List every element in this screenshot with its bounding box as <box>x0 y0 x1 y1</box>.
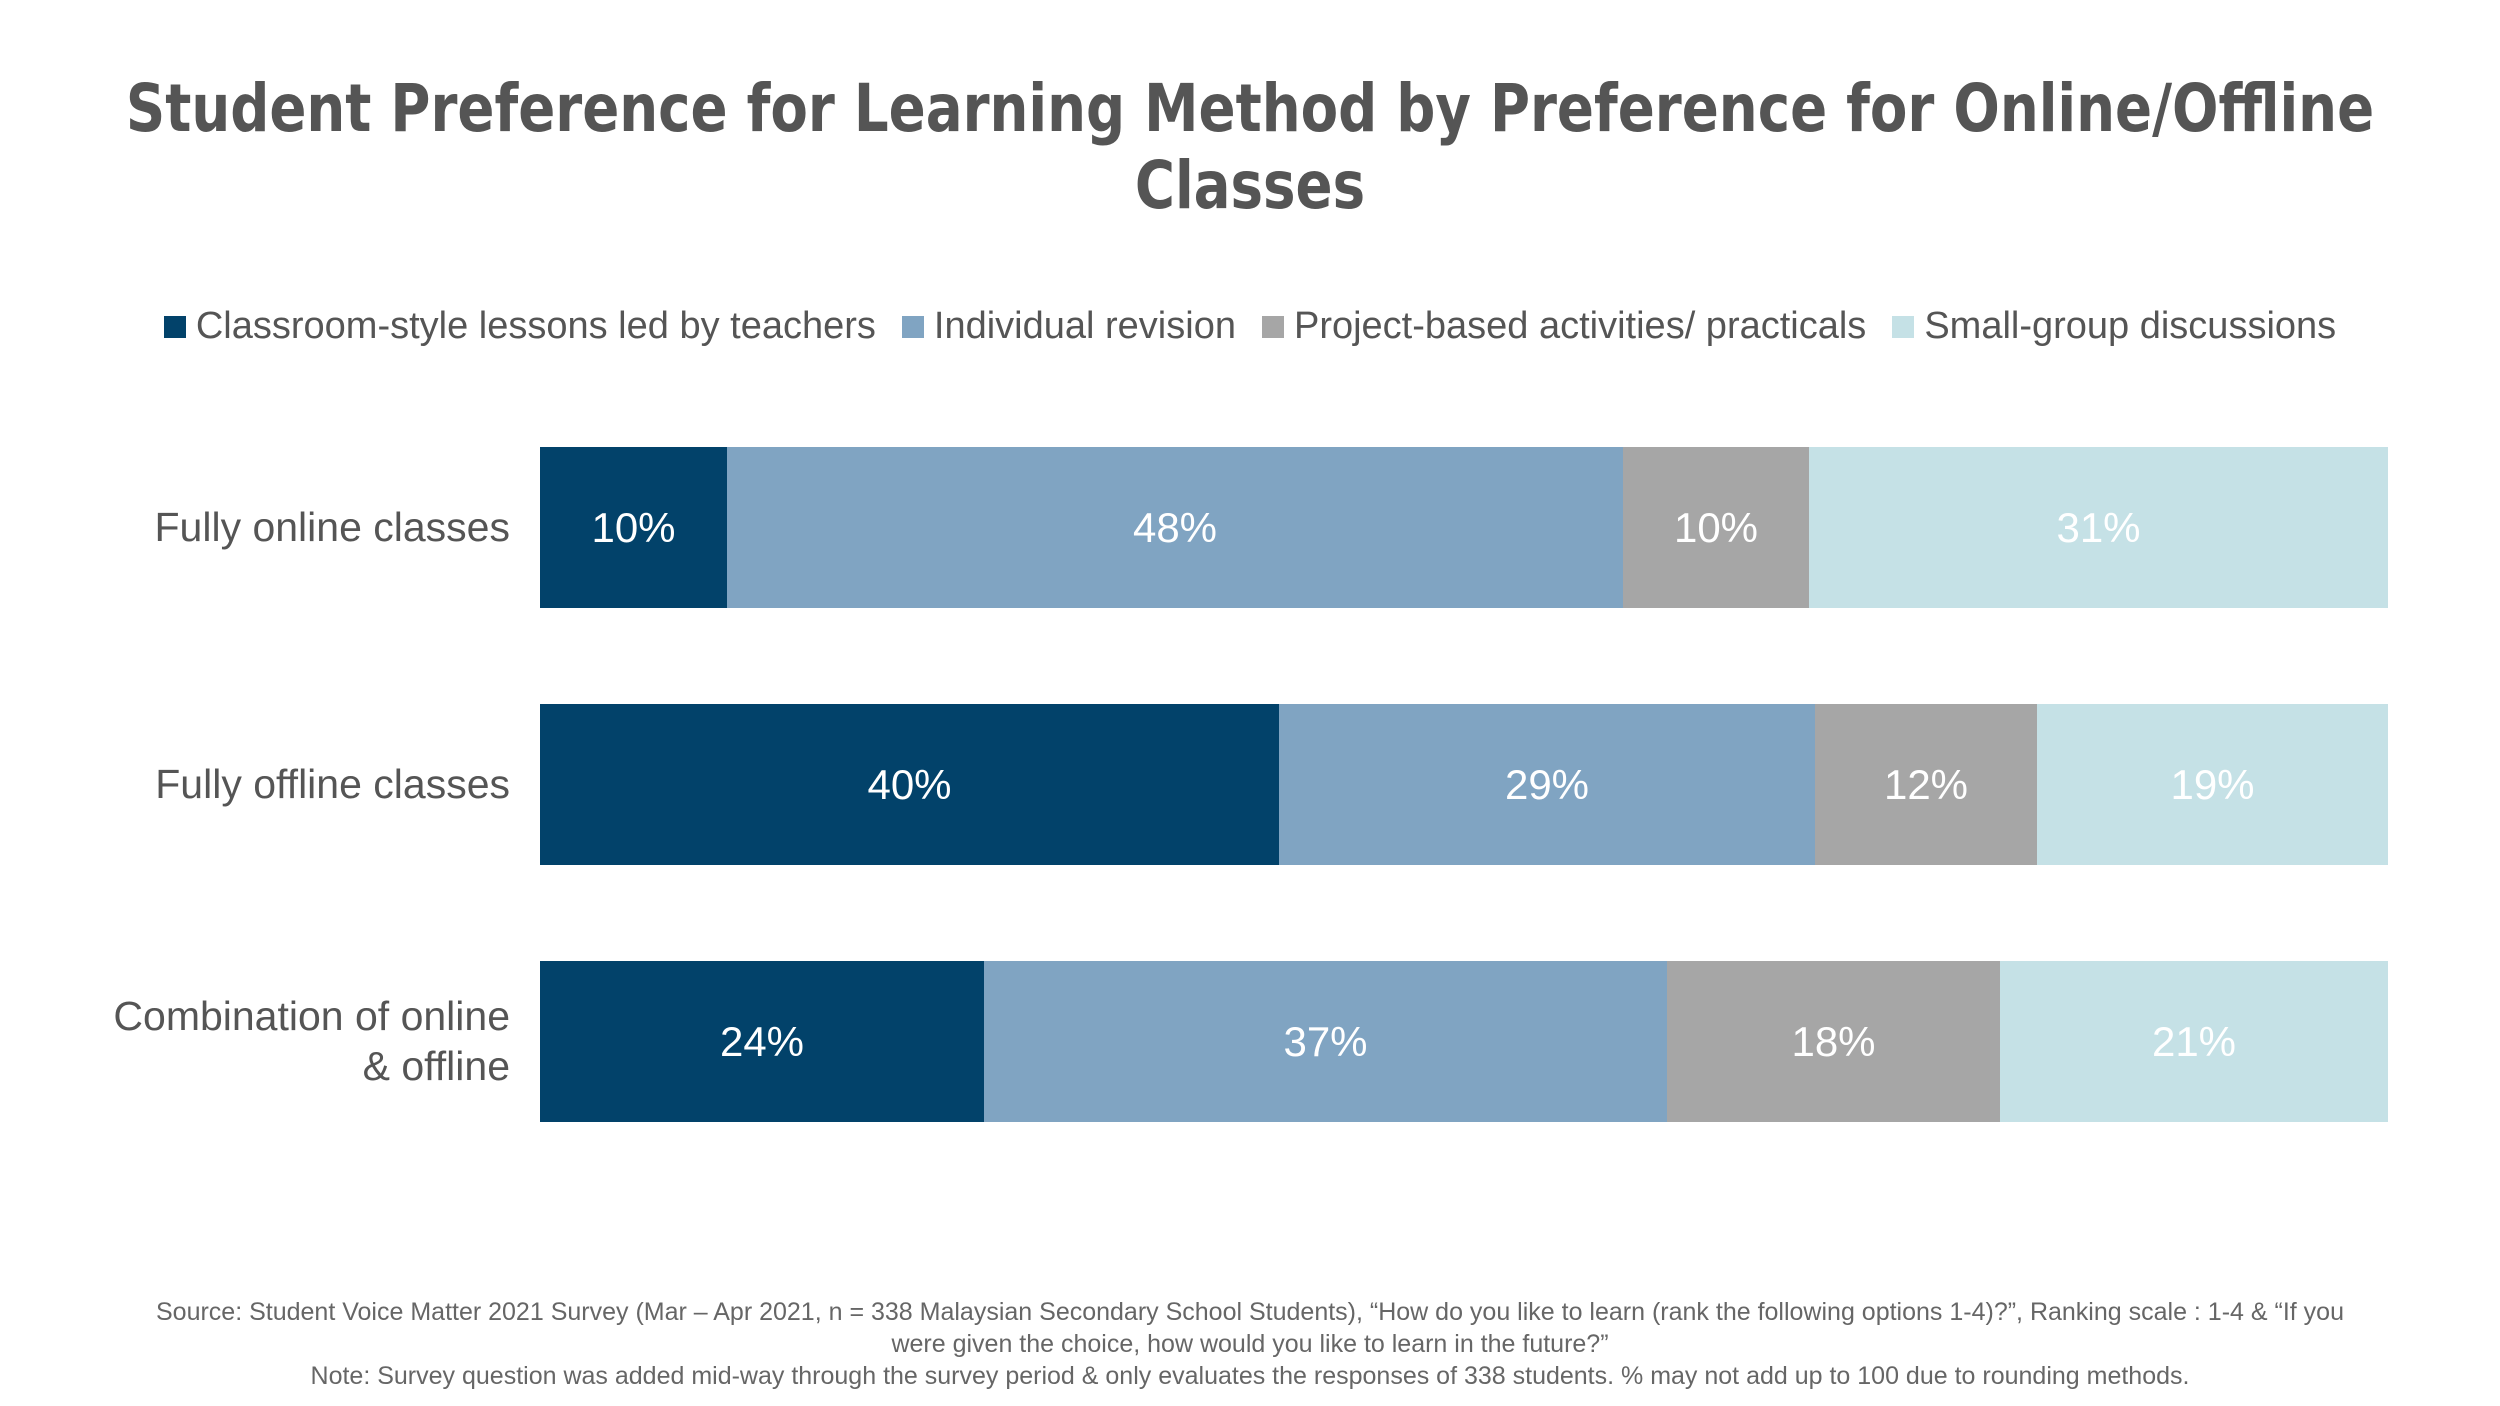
legend-item: Classroom-style lessons led by teachers <box>163 305 876 348</box>
data-label: 12% <box>1883 760 1969 808</box>
legend-swatch <box>1892 315 1915 338</box>
data-label: 19% <box>2170 760 2255 808</box>
legend-item: Individual revision <box>901 305 1236 348</box>
chart-title: Student Preference for Learning Method b… <box>125 70 2375 224</box>
bar-segment: 31% <box>1809 447 2388 608</box>
data-label: 10% <box>591 503 676 551</box>
data-label: 10% <box>1673 503 1759 551</box>
bar-segment: 21% <box>2000 961 2388 1122</box>
data-label: 24% <box>719 1017 805 1065</box>
bar-segment: 10% <box>1623 447 1809 608</box>
legend-swatch <box>901 315 924 338</box>
legend-swatch <box>1261 315 1284 338</box>
bar-segment: 10% <box>540 447 727 608</box>
legend-label: Individual revision <box>933 305 1236 347</box>
category-label: Fully offline classes <box>155 761 510 807</box>
bar-row: 10% 48% 10% 31% <box>540 447 2388 608</box>
legend-label: Project-based activities/ practicals <box>1293 305 1867 347</box>
footnote-source-line-1: Source: Student Voice Matter 2021 Survey… <box>156 1298 2344 1326</box>
legend-item: Project-based activities/ practicals <box>1261 305 1867 348</box>
category-label: Fully online classes <box>154 504 511 550</box>
bar-segment: 12% <box>1815 704 2037 865</box>
data-label: 48% <box>1132 503 1218 551</box>
legend-item: Small-group discussions <box>1892 305 2336 348</box>
bar-row: 24% 37% 18% 21% <box>540 961 2388 1122</box>
bar-segment: 40% <box>540 704 1279 865</box>
data-label: 21% <box>2151 1017 2237 1065</box>
data-label: 29% <box>1504 760 1590 808</box>
bar-segment: 48% <box>727 447 1623 608</box>
bar-segment: 24% <box>540 961 984 1122</box>
legend-label: Classroom-style lessons led by teachers <box>195 305 876 347</box>
chart-legend: Classroom-style lessons led by teachers I… <box>0 305 2500 348</box>
legend-label: Small-group discussions <box>1924 305 2337 347</box>
footnote-note-line: Note: Survey question was added mid-way … <box>310 1362 2190 1390</box>
footnote-source-line-2: were given the choice, how would you lik… <box>891 1330 1609 1358</box>
bar-segment: 29% <box>1279 704 1815 865</box>
legend-swatch <box>163 315 186 338</box>
data-label: 37% <box>1283 1017 1368 1065</box>
data-label: 18% <box>1791 1017 1876 1065</box>
bar-segment: 18% <box>1667 961 2000 1122</box>
bar-segment: 37% <box>984 961 1667 1122</box>
bar-segment: 19% <box>2037 704 2388 865</box>
footnote: Source: Student Voice Matter 2021 Survey… <box>60 1296 2440 1392</box>
category-label: Combination of online & offline <box>113 993 510 1089</box>
data-label: 31% <box>2056 503 2141 551</box>
bar-row: 40% 29% 12% 19% <box>540 704 2388 865</box>
data-label: 40% <box>867 760 952 808</box>
